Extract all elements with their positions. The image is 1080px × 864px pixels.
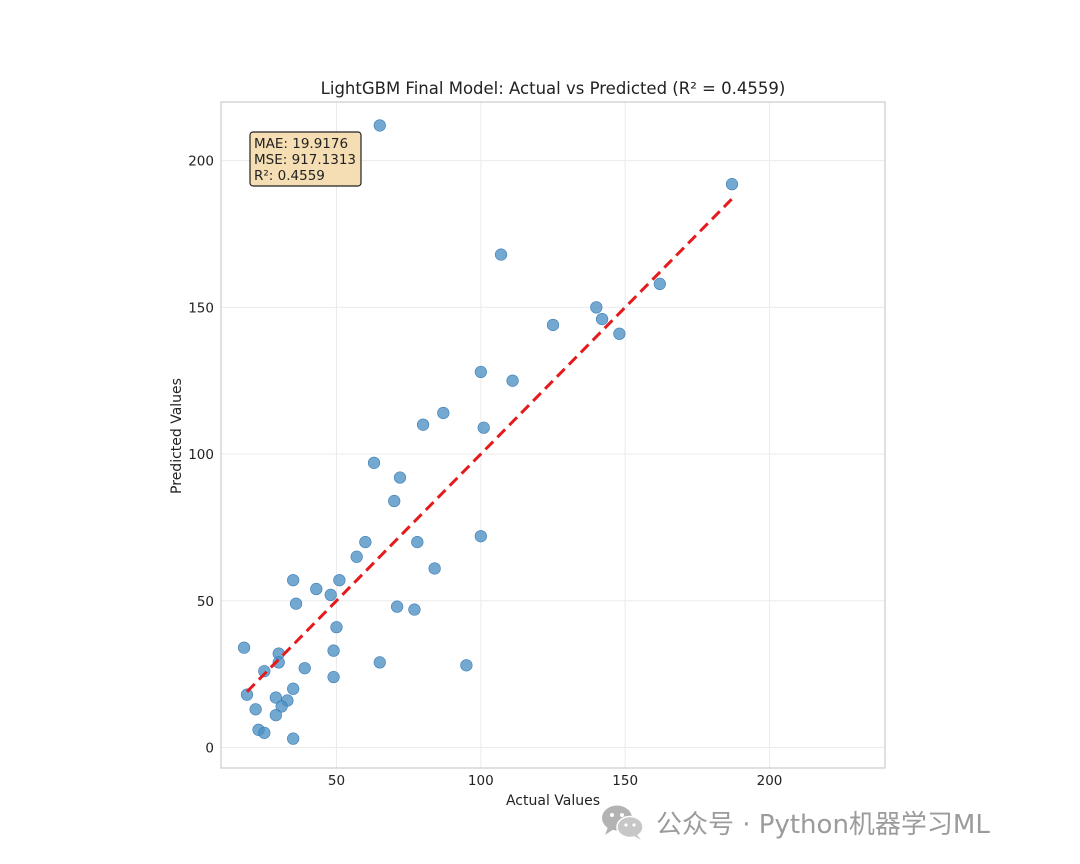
data-point [240, 688, 254, 701]
x-axis-ticks: 50 100 150 200 [328, 773, 783, 789]
data-point [546, 318, 560, 332]
data-point [327, 644, 340, 657]
data-point [249, 703, 262, 716]
data-point [408, 603, 421, 616]
data-point [287, 732, 300, 745]
data-point [275, 700, 288, 713]
data-point [324, 588, 337, 601]
x-tick-label: 50 [328, 773, 345, 789]
data-point [595, 313, 609, 326]
data-point [373, 119, 386, 132]
metric-mae: MAE: 19.9176 [254, 136, 348, 152]
x-tick-label: 150 [612, 773, 638, 789]
metric-r2: R²: 0.4559 [254, 168, 325, 184]
data-point [289, 597, 303, 610]
data-point [272, 656, 285, 669]
data-point [590, 301, 603, 314]
data-point [310, 582, 323, 596]
data-point [653, 277, 666, 291]
data-point [506, 374, 519, 387]
x-tick-label: 100 [468, 773, 494, 789]
data-point [613, 327, 626, 340]
data-point [460, 659, 473, 672]
data-point [393, 471, 407, 484]
watermark: 公众号 · Python机器学习ML [600, 800, 990, 844]
data-point [437, 406, 450, 420]
data-point [494, 248, 508, 261]
data-point [474, 365, 487, 379]
data-point [474, 530, 487, 543]
data-point [287, 682, 300, 695]
data-point [411, 535, 424, 549]
data-point [373, 656, 386, 669]
data-point [391, 600, 404, 613]
x-axis-label: Actual Values [506, 793, 600, 809]
metrics-box: MAE: 19.9176 MSE: 917.1313 R²: 0.4559 [249, 131, 362, 187]
y-tick-label: 100 [188, 447, 214, 463]
y-tick-label: 150 [188, 300, 214, 316]
data-point [330, 621, 343, 634]
data-point [258, 726, 271, 739]
data-point [388, 494, 401, 508]
plot-frame [220, 101, 886, 769]
data-point [287, 574, 300, 587]
data-point [367, 456, 381, 469]
y-axis-ticks: 0 50 100 150 200 [188, 154, 214, 757]
y-axis-label: Predicted Values [169, 378, 185, 494]
data-point [477, 421, 490, 434]
data-point [269, 709, 282, 722]
y-tick-label: 50 [197, 594, 214, 610]
data-point [269, 691, 282, 704]
data-point [237, 641, 251, 654]
data-point [725, 178, 739, 191]
data-point [416, 418, 430, 431]
metrics-box-background [249, 131, 362, 187]
data-point [350, 550, 363, 563]
data-point [333, 574, 346, 587]
reference-line [245, 197, 734, 693]
data-point [327, 670, 340, 684]
y-tick-label: 0 [205, 740, 214, 756]
data-point [298, 662, 311, 675]
metric-mse: MSE: 917.1313 [254, 152, 356, 168]
x-tick-label: 200 [757, 773, 783, 789]
y-tick-label: 200 [188, 154, 214, 170]
data-point [359, 535, 372, 549]
watermark-text: 公众号 · Python机器学习ML [656, 809, 990, 840]
data-point [428, 562, 441, 575]
chart-title: LightGBM Final Model: Actual vs Predicte… [321, 79, 786, 98]
wechat-icon [602, 805, 644, 840]
data-point [258, 665, 271, 678]
